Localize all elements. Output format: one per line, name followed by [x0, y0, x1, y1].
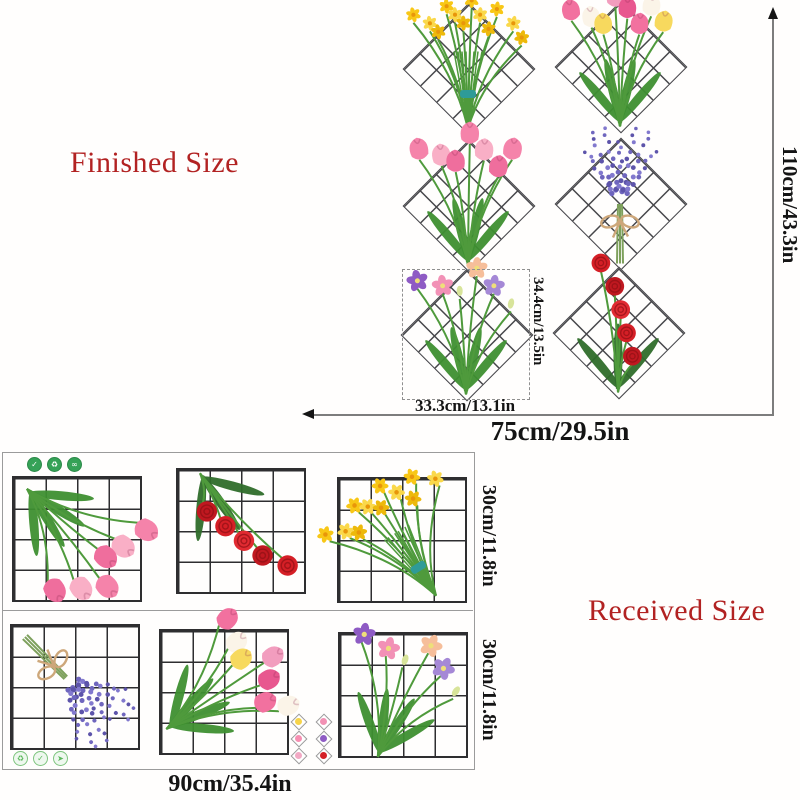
finished-width-label: 75cm/29.5in	[490, 416, 630, 446]
eco-badges-bottom: ♻ ✓ ➤	[13, 751, 68, 766]
received-panel-lisianthus	[316, 608, 486, 778]
eco-badge-icon: ♻	[47, 457, 62, 472]
daffodil-bouquet-illustration	[406, 0, 530, 129]
rose-stem-illustration	[577, 253, 659, 393]
lisianthus-bouquet-illustration	[353, 622, 460, 758]
daffodil-bouquet-illustration	[317, 468, 444, 597]
received-width-label: 90cm/35.4in	[168, 771, 292, 797]
up-arrowhead-icon	[767, 7, 778, 19]
finished-panel-yellow-daffodils	[393, 0, 543, 146]
mini-thumbnail-mixed-tulip	[313, 713, 335, 731]
pink-tulip-bouquet-illustration	[26, 488, 159, 603]
sheet-row-divider	[2, 610, 473, 611]
received-row1-height-label: 30cm/11.8in	[478, 485, 500, 587]
width-dimension-line	[312, 414, 774, 416]
rose-bouquet-illustration	[195, 472, 298, 576]
sticker-width-label: 33.3cm/13.1in	[414, 396, 516, 415]
received-panel-red-roses	[154, 444, 324, 614]
finished-panel-red-roses	[543, 235, 693, 410]
received-panel-lavender	[0, 600, 158, 770]
sticker-height-label: 34.4cm/13.5in	[530, 277, 546, 366]
mini-thumbnail-lavender	[313, 730, 335, 748]
mixed-tulip-bouquet-illustration	[561, 0, 673, 127]
mixed-tulip-bouquet-illustration	[165, 608, 300, 734]
finished-panel-mixed-tulips	[545, 0, 695, 144]
eco-badge-icon: ✓	[33, 751, 48, 766]
eco-badges-top: ✓ ♻ ∞	[27, 457, 82, 472]
received-panel-mixed-tulips	[137, 605, 307, 775]
finished-panel-lavender	[545, 106, 695, 281]
mini-thumbnail-rose	[313, 747, 335, 765]
finished-size-label: Finished Size	[70, 146, 239, 179]
mini-thumbnail-lisianthus	[288, 747, 310, 765]
finished-panel-pink-tulips	[393, 108, 543, 283]
eco-badge-icon: ∞	[67, 457, 82, 472]
lavender-bouquet-illustration	[583, 126, 659, 264]
received-panel-pink-tulips	[0, 452, 160, 622]
eco-badge-icon: ♻	[13, 751, 28, 766]
received-panel-yellow-daffodils	[315, 453, 485, 623]
mini-thumbnail-pink-tulip	[288, 730, 310, 748]
finished-height-label: 110cm/43.3in	[778, 146, 800, 264]
eco-badge-icon: ✓	[27, 457, 42, 472]
mini-thumbnails	[288, 713, 338, 768]
grid-panel	[337, 477, 467, 603]
height-dimension-line	[772, 18, 774, 415]
mini-thumbnail-daffodil	[288, 713, 310, 731]
received-row2-height-label: 30cm/11.8in	[478, 639, 500, 741]
lisianthus-bouquet-illustration	[406, 257, 515, 395]
left-arrowhead-icon	[302, 409, 314, 419]
eco-badge-icon: ➤	[53, 751, 68, 766]
pink-tulip-bouquet-illustration	[409, 121, 522, 266]
finished-panel-lisianthus	[391, 237, 541, 412]
lavender-bouquet-illustration	[22, 634, 136, 749]
single-sticker-outline	[402, 269, 530, 400]
received-size-label: Received Size	[588, 594, 766, 627]
